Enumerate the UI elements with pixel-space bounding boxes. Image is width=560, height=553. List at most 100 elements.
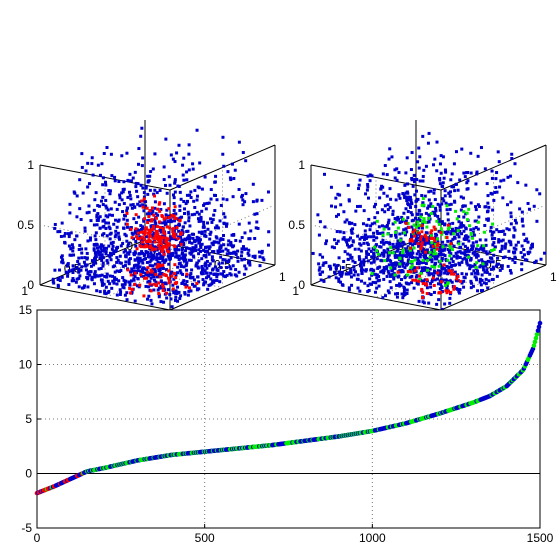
- scatter-point: [345, 218, 349, 222]
- scatter-point: [381, 296, 385, 300]
- scatter-point: [156, 265, 160, 269]
- scatter-point: [116, 258, 120, 262]
- scatter-point: [70, 279, 74, 283]
- scatter-point: [526, 201, 530, 205]
- scatter-point: [93, 270, 97, 274]
- scatter-point: [253, 256, 257, 260]
- scatter-point: [410, 281, 414, 285]
- scatter-point: [400, 269, 404, 273]
- scatter-point: [70, 243, 74, 247]
- scatter-point: [409, 168, 413, 172]
- scatter-point: [127, 280, 131, 284]
- scatter-point: [490, 248, 494, 252]
- scatter-point: [247, 248, 251, 252]
- scatter-point: [429, 202, 433, 206]
- scatter-point: [139, 134, 143, 138]
- scatter-point: [240, 258, 244, 262]
- scatter-point: [144, 204, 148, 208]
- scatter-point: [186, 212, 190, 216]
- scatter-point: [509, 200, 513, 204]
- scatter-point: [183, 253, 187, 257]
- scatter-point: [204, 280, 208, 284]
- scatter-point: [222, 243, 226, 247]
- scatter-point: [496, 256, 500, 260]
- scatter-point: [443, 230, 447, 234]
- scatter-point: [83, 284, 87, 288]
- scatter-point: [532, 204, 536, 208]
- scatter-point: [450, 172, 454, 176]
- scatter-point: [382, 250, 386, 254]
- scatter-point: [197, 248, 201, 252]
- scatter-point: [450, 248, 454, 252]
- scatter-point: [475, 240, 479, 244]
- scatter-point: [255, 220, 259, 224]
- scatter-point: [224, 247, 228, 251]
- scatter-point: [251, 182, 255, 186]
- scatter-point: [376, 231, 380, 235]
- scatter-point: [125, 222, 129, 226]
- scatter-point: [113, 200, 117, 204]
- scatter-point: [95, 246, 99, 250]
- scatter-point: [420, 224, 424, 228]
- scatter-point: [361, 268, 365, 272]
- scatter-point: [380, 251, 384, 255]
- scatter-point: [128, 286, 132, 290]
- scatter-point: [181, 251, 185, 255]
- scatter-point: [402, 211, 406, 215]
- scatter-point: [487, 279, 491, 283]
- scatter-point: [436, 202, 440, 206]
- scatter-point: [411, 184, 415, 188]
- scatter-point: [385, 223, 389, 227]
- scatter-point: [505, 203, 509, 207]
- scatter-point: [168, 216, 172, 220]
- scatter-point: [240, 193, 244, 197]
- scatter-point: [94, 242, 98, 246]
- scatter-point: [465, 181, 469, 185]
- scatter-point: [98, 215, 102, 219]
- scatter-point: [240, 236, 244, 240]
- scatter-point: [409, 270, 413, 274]
- scatter-point: [397, 217, 401, 221]
- scatter-point: [453, 189, 457, 193]
- scatter-point: [466, 263, 470, 267]
- scatter-point: [359, 268, 363, 272]
- scatter-point: [385, 265, 389, 269]
- scatter-point: [143, 227, 147, 231]
- scatter-point: [149, 230, 153, 234]
- scatter-point: [448, 225, 452, 229]
- scatter-point: [330, 204, 334, 208]
- scatter-point: [418, 219, 422, 223]
- scatter-point: [170, 237, 174, 241]
- scatter-point: [329, 266, 333, 270]
- scatter-point: [506, 175, 510, 179]
- scatter-point: [372, 238, 376, 242]
- scatter-point: [173, 245, 177, 249]
- scatter-point: [93, 272, 97, 276]
- scatter-point: [317, 233, 321, 237]
- scatter-point: [236, 256, 240, 260]
- scatter-point: [447, 191, 451, 195]
- scatter-point: [75, 215, 79, 219]
- scatter-point: [425, 292, 429, 296]
- scatter-point: [382, 242, 386, 246]
- scatter-point: [350, 221, 354, 225]
- scatter-point: [464, 234, 468, 238]
- scatter-point: [401, 296, 405, 300]
- scatter-point: [373, 221, 377, 225]
- scatter-point: [368, 282, 372, 286]
- scatter-point: [196, 217, 200, 221]
- scatter-point: [174, 238, 178, 242]
- scatter-point: [211, 279, 215, 283]
- scatter-point: [191, 167, 195, 171]
- scatter-point: [192, 199, 196, 203]
- scatter-point: [443, 283, 447, 287]
- scatter-point: [215, 198, 219, 202]
- scatter-point: [353, 247, 357, 251]
- scatter-point: [386, 208, 390, 212]
- scatter-point: [191, 282, 195, 286]
- scatter-point: [161, 244, 165, 248]
- scatter-point: [509, 222, 513, 226]
- scatter-point: [179, 264, 183, 268]
- scatter-point: [433, 271, 437, 275]
